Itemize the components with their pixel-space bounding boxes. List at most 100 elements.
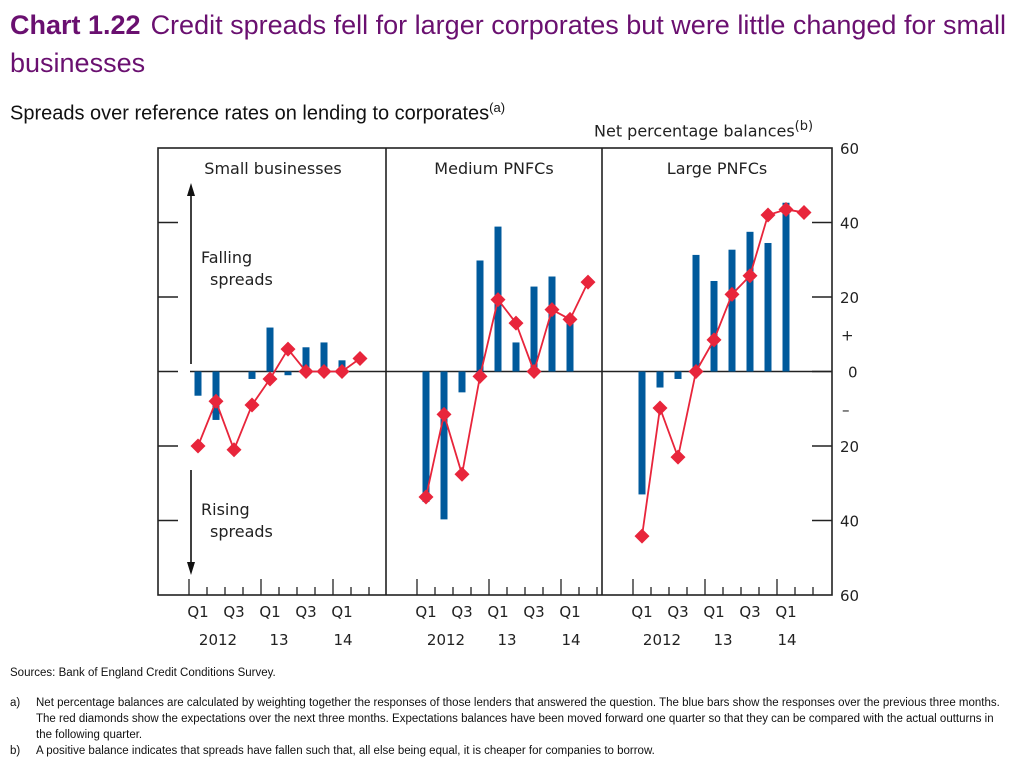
expectation-diamond: [580, 274, 596, 290]
x-tick-label: Q3: [667, 603, 688, 621]
expectation-diamond: [778, 201, 794, 217]
subtitle-text: Spreads over reference rates on lending …: [10, 102, 490, 125]
bar: [194, 371, 202, 396]
x-year-label: 14: [777, 631, 796, 649]
chart-canvas: 60 40 20 0 20 40 60 + – Q1 Q3 Q1 Q3 Q1 2012 13 14 Small b…: [157, 140, 859, 649]
expectation-diamond: [316, 364, 332, 379]
bar: [638, 371, 646, 495]
expectation-diamond: [742, 268, 758, 284]
footnote-text: A positive balance indicates that spread…: [36, 745, 655, 757]
x-year-label: 13: [269, 631, 288, 649]
bar: [764, 242, 772, 372]
y-tick-label: 20: [840, 289, 859, 307]
unit-label: Net percentage balances(b): [594, 119, 813, 140]
expectation-diamond: [436, 406, 452, 422]
bar: [656, 371, 664, 388]
panel-title: Small businesses: [204, 159, 341, 178]
expectations-line: [425, 281, 589, 498]
bar: [476, 260, 484, 372]
bar: [458, 371, 466, 393]
bar: [530, 286, 538, 372]
x-year-label: 2012: [199, 631, 237, 649]
bar: [566, 319, 574, 372]
lines-layer: [190, 201, 812, 544]
unit-footnote-ref: (b): [794, 119, 814, 134]
expectation-diamond: [562, 311, 578, 327]
sources-note: Sources: Bank of England Credit Conditio…: [10, 667, 276, 679]
expectation-diamond: [352, 350, 368, 366]
bar: [266, 327, 274, 372]
bar: [248, 371, 256, 379]
bar: [284, 371, 292, 376]
bar: [512, 342, 520, 372]
expectation-diamond: [760, 207, 776, 223]
bar: [782, 202, 790, 372]
down-arrow-icon: [187, 562, 195, 575]
expectation-diamond: [334, 364, 350, 379]
bar: [674, 371, 682, 379]
y-tick-label: 40: [840, 513, 859, 531]
bar: [710, 280, 718, 372]
x-tick-label: Q3: [223, 603, 244, 621]
footnote-text: Net percentage balances are calculated b…: [36, 697, 1000, 741]
x-year-label: 13: [713, 631, 732, 649]
expectation-diamond: [226, 442, 242, 458]
subtitle-footnote-ref: (a): [489, 100, 506, 115]
expectation-diamond: [634, 528, 650, 544]
up-arrow-icon: [187, 183, 195, 196]
y-tick-label: 60: [840, 140, 859, 158]
unit-label-text: Net percentage balances: [594, 121, 795, 141]
y-sign-positive: +: [841, 326, 854, 344]
chart-title-text: Credit spreads fell for larger corporate…: [10, 10, 1006, 78]
x-tick-label: Q3: [739, 603, 760, 621]
expectation-diamond: [490, 292, 506, 308]
bar: [320, 342, 328, 372]
expectation-diamond: [298, 364, 314, 379]
expectation-diamond: [244, 397, 260, 413]
bar: [692, 254, 700, 372]
expectation-diamond: [280, 341, 296, 357]
x-tick-label: Q1: [559, 603, 580, 621]
bar: [302, 347, 310, 372]
y-tick-label: 0: [848, 364, 858, 382]
expectation-diamond: [262, 371, 278, 387]
expectation-diamond: [418, 489, 434, 505]
chart-title: Chart 1.22 Credit spreads fell for larger…: [10, 6, 1010, 82]
expectation-diamond: [454, 466, 470, 482]
x-tick-label: Q1: [415, 603, 436, 621]
expectation-diamond: [208, 393, 224, 409]
footnote-label: b): [10, 745, 21, 757]
falling-spreads-label: Falling spreads: [201, 248, 273, 289]
x-tick-label: Q1: [487, 603, 508, 621]
footnotes: Sources: Bank of England Credit Conditio…: [10, 665, 1010, 759]
bar: [440, 371, 448, 520]
rising-spreads-label: Rising spreads: [201, 500, 273, 541]
expectation-diamond: [190, 438, 206, 454]
x-year-label: 13: [497, 631, 516, 649]
bar: [548, 276, 556, 372]
x-tick-label: Q3: [295, 603, 316, 621]
x-tick-label: Q1: [259, 603, 280, 621]
y-tick-label: 40: [840, 215, 859, 233]
chart-subtitle: Spreads over reference rates on lending …: [10, 100, 505, 126]
expectation-diamond: [724, 286, 740, 302]
bar: [746, 231, 754, 372]
x-tick-label: Q1: [631, 603, 652, 621]
expectations-line: [197, 347, 361, 453]
expectations-line: [641, 208, 805, 537]
footnote-b: b) A positive balance indicates that spr…: [10, 743, 1010, 759]
x-tick-label: Q1: [331, 603, 352, 621]
x-tick-label: Q3: [523, 603, 544, 621]
expectation-diamond: [472, 368, 488, 384]
x-tick-label: Q1: [703, 603, 724, 621]
x-tick-label: Q1: [775, 603, 796, 621]
bar: [728, 249, 736, 372]
x-year-label: 2012: [643, 631, 681, 649]
bars-layer: [194, 202, 790, 520]
footnote-a: a) Net percentage balances are calculate…: [10, 695, 1010, 743]
expectation-diamond: [526, 364, 542, 379]
expectation-diamond: [652, 400, 668, 416]
expectation-diamond: [688, 364, 704, 379]
panel-title: Medium PNFCs: [434, 159, 553, 178]
expectation-diamond: [796, 204, 812, 220]
